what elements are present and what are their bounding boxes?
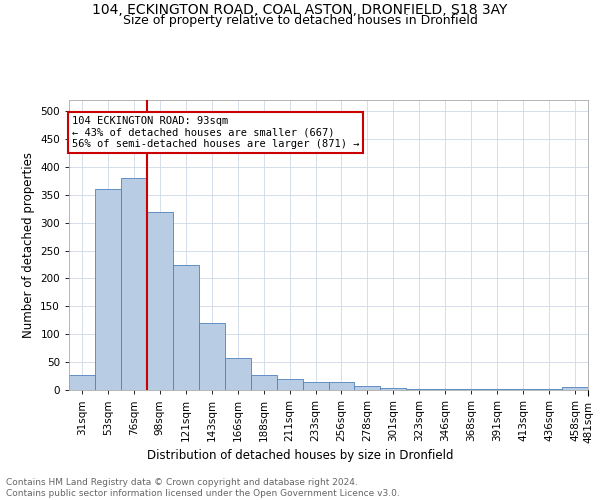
- Bar: [121, 178, 147, 390]
- Bar: [147, 212, 173, 390]
- Bar: [69, 375, 95, 390]
- Bar: [406, 389, 432, 390]
- Bar: [562, 387, 588, 390]
- Text: Size of property relative to detached houses in Dronfield: Size of property relative to detached ho…: [122, 14, 478, 27]
- Bar: [199, 323, 224, 390]
- Y-axis label: Number of detached properties: Number of detached properties: [22, 152, 35, 338]
- Bar: [95, 189, 121, 390]
- Text: Distribution of detached houses by size in Dronfield: Distribution of detached houses by size …: [147, 450, 453, 462]
- Bar: [302, 382, 329, 390]
- Text: Contains HM Land Registry data © Crown copyright and database right 2024.
Contai: Contains HM Land Registry data © Crown c…: [6, 478, 400, 498]
- Bar: [173, 264, 199, 390]
- Bar: [225, 358, 251, 390]
- Bar: [251, 375, 277, 390]
- Bar: [433, 389, 458, 390]
- Text: 104, ECKINGTON ROAD, COAL ASTON, DRONFIELD, S18 3AY: 104, ECKINGTON ROAD, COAL ASTON, DRONFIE…: [92, 2, 508, 16]
- Bar: [329, 382, 355, 390]
- Text: 104 ECKINGTON ROAD: 93sqm
← 43% of detached houses are smaller (667)
56% of semi: 104 ECKINGTON ROAD: 93sqm ← 43% of detac…: [71, 116, 359, 149]
- Bar: [355, 386, 380, 390]
- Bar: [277, 379, 302, 390]
- Bar: [380, 388, 406, 390]
